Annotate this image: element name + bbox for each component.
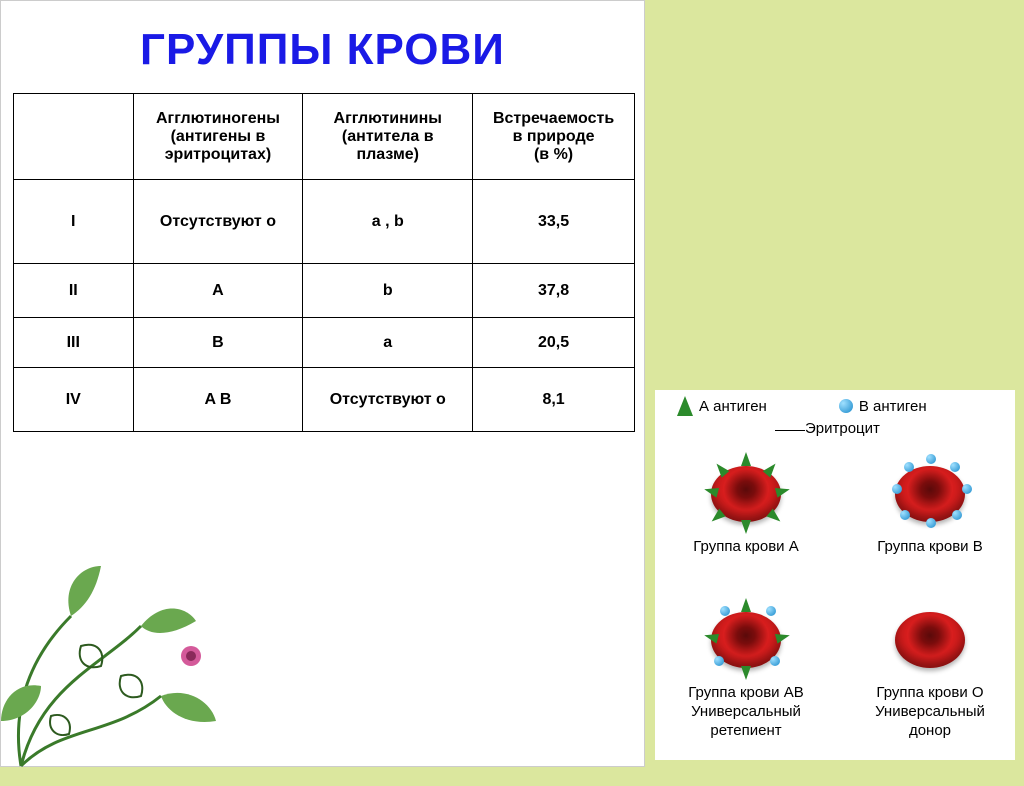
th-text: Встречаемость (477, 110, 630, 128)
rbc-b-icon (880, 454, 980, 534)
th-text: в природе (477, 128, 630, 146)
cell-antigens: A (133, 264, 303, 318)
table-row: II A b 37,8 (14, 264, 635, 318)
cell-antigens: Отсутствуют о (133, 180, 303, 264)
cell-frequency: 20,5 (473, 318, 635, 368)
rbc-ab-icon (696, 600, 796, 680)
th-group (14, 94, 134, 180)
cell-group: IV (14, 368, 134, 432)
cell-antibodies: b (303, 264, 473, 318)
legend-a-label: А антиген (699, 398, 767, 415)
cell-group: III (14, 318, 134, 368)
legend: А антиген В антиген (677, 396, 1005, 416)
cell-text: Отсутствуют (160, 213, 262, 230)
cell-frequency: 8,1 (473, 368, 635, 432)
cell-group: I (14, 180, 134, 264)
th-text: эритроцитах) (138, 146, 299, 164)
cell-block-o: Группа крови О Универсальный донор (845, 600, 1015, 740)
cell-antibodies: a (303, 318, 473, 368)
lbl-line: Универсальный (845, 703, 1015, 722)
th-agglutinins: Агглютинины (антитела в плазме) (303, 94, 473, 180)
table-row: III B a 20,5 (14, 318, 635, 368)
cell-text: о (436, 391, 446, 408)
erythrocyte-label: Эритроцит (805, 420, 880, 437)
th-text: (антитела в (307, 128, 468, 146)
table-row: IV A B Отсутствуют о 8,1 (14, 368, 635, 432)
th-text: (антигены в (138, 128, 299, 146)
legend-b-label: В антиген (859, 398, 927, 415)
th-frequency: Встречаемость в природе (в %) (473, 94, 635, 180)
cell-block-b: Группа крови В (845, 454, 1015, 557)
th-text: Агглютиногены (138, 110, 299, 128)
cell-antibodies: Отсутствуют о (303, 368, 473, 432)
th-text: плазме) (307, 146, 468, 164)
lbl-line: Группа крови АВ (661, 684, 831, 703)
cell-block-a: Группа крови А (661, 454, 831, 557)
cell-antigens: A B (133, 368, 303, 432)
lbl-line: Группа крови О (845, 684, 1015, 703)
table-header-row: Агглютиногены (антигены в эритроцитах) А… (14, 94, 635, 180)
cell-ab-label: Группа крови АВ Универсальный ретепиент (661, 684, 831, 740)
blood-cells-infographic: А антиген В антиген Эритроцит Группа кро… (655, 390, 1015, 760)
th-text: Агглютинины (307, 110, 468, 128)
cell-frequency: 33,5 (473, 180, 635, 264)
table-row: I Отсутствуют о a , b 33,5 (14, 180, 635, 264)
rbc-o-icon (880, 600, 980, 680)
cell-frequency: 37,8 (473, 264, 635, 318)
a-antigen-icon (677, 396, 693, 416)
rbc-a-icon (696, 454, 796, 534)
lbl-line: донор (845, 722, 1015, 741)
cell-text: о (266, 213, 276, 230)
lbl-line: Универсальный (661, 703, 831, 722)
blood-groups-table: Агглютиногены (антигены в эритроцитах) А… (13, 93, 635, 432)
th-agglutinogens: Агглютиногены (антигены в эритроцитах) (133, 94, 303, 180)
slide-panel: ГРУППЫ КРОВИ Агглютиногены (антигены в э… (0, 0, 645, 767)
lbl-line: ретепиент (661, 722, 831, 741)
right-panel: А антиген В антиген Эритроцит Группа кро… (645, 0, 1024, 767)
cell-text: Отсутствуют (330, 391, 432, 408)
cell-block-ab: Группа крови АВ Универсальный ретепиент (661, 600, 831, 740)
b-antigen-icon (839, 399, 853, 413)
cell-antigens: B (133, 318, 303, 368)
cell-o-label: Группа крови О Универсальный донор (845, 684, 1015, 740)
cell-group: II (14, 264, 134, 318)
cell-antibodies: a , b (303, 180, 473, 264)
slide-title: ГРУППЫ КРОВИ (1, 1, 644, 93)
cell-a-label: Группа крови А (661, 538, 831, 557)
erythrocyte-pointer (775, 430, 805, 431)
th-text: (в %) (477, 146, 630, 164)
flourish-decoration (0, 486, 281, 786)
cell-b-label: Группа крови В (845, 538, 1015, 557)
